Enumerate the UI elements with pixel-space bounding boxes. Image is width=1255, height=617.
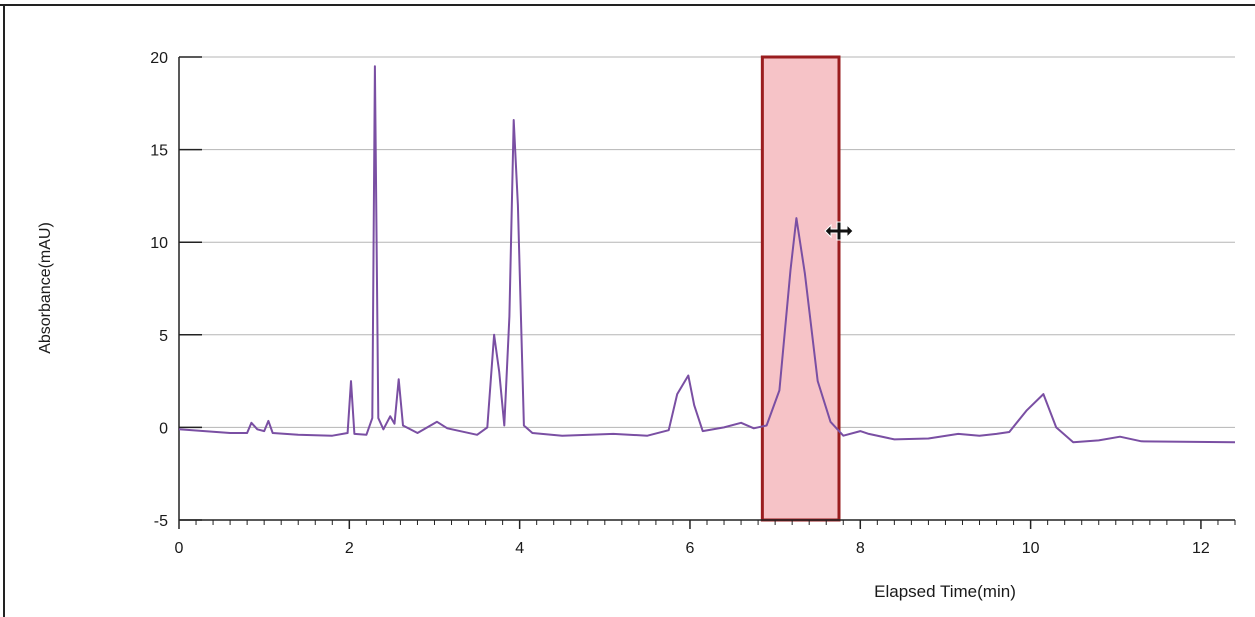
axes: -5 0 5 10 15 20 0 2 4 6 8 10 12 [150,50,1236,557]
data-series [178,65,1236,444]
y-tick-label-15: 15 [150,143,168,160]
chart-frame [0,4,1255,617]
y-tick-label-20: 20 [150,50,168,67]
x-tick-label-8: 8 [856,540,865,557]
y-axis-label: Absorbance(mAU) [37,222,54,354]
grid-lines [179,56,1235,428]
x-axis-label: Elapsed Time(min) [874,582,1016,601]
x-tick-label-2: 2 [345,540,354,557]
y-tick-label-10: 10 [150,235,168,252]
x-tick-label-10: 10 [1022,540,1040,557]
selection-region[interactable] [760,55,841,522]
x-tick-label-4: 4 [515,540,524,557]
y-tick-label-5: 5 [159,328,168,345]
move-horizontal-cursor-icon [824,221,854,241]
series-line-0 [178,65,1236,444]
cursor-arrow-shape [824,221,854,241]
x-tick-label-0: 0 [175,540,184,557]
selection-rect[interactable] [760,55,841,522]
y-tick-label-0: 0 [159,420,168,437]
x-tick-label-6: 6 [686,540,695,557]
x-tick-label-12: 12 [1192,540,1210,557]
y-tick-label--5: -5 [154,513,168,530]
